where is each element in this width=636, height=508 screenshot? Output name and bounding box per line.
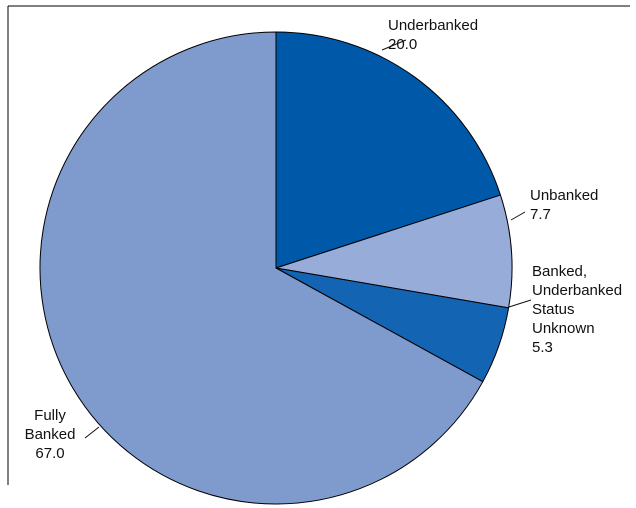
leader-line [84,426,100,439]
slice-category-label: Underbanked [532,282,622,299]
slice-value-label: 7.7 [530,206,551,223]
leader-line [510,211,526,221]
pie-slice-underbanked [275,31,501,269]
pie-slice-fully-banked [39,31,484,505]
slice-labels: Underbanked 20.0 Unbanked 7.7 Banked, Underba… [25,17,623,462]
slice-category-label: Fully [34,407,66,424]
slice-category-label: Underbanked [388,17,478,34]
slice-category-label: Status [532,301,575,318]
slice-value-label: 20.0 [388,36,417,53]
slice-value-label: 5.3 [532,339,553,356]
leader-line [381,39,407,51]
leader-lines [84,39,532,439]
slice-category-label: Unbanked [530,187,598,204]
slice-value-label: 67.0 [35,445,64,462]
slice-category-label: Banked [25,426,76,443]
slice-category-label: Banked, [532,263,587,280]
leader-line [508,299,532,308]
slice-category-label: Unknown [532,320,595,337]
pie-slice-unbanked [275,194,513,309]
pie-slices [39,31,513,505]
